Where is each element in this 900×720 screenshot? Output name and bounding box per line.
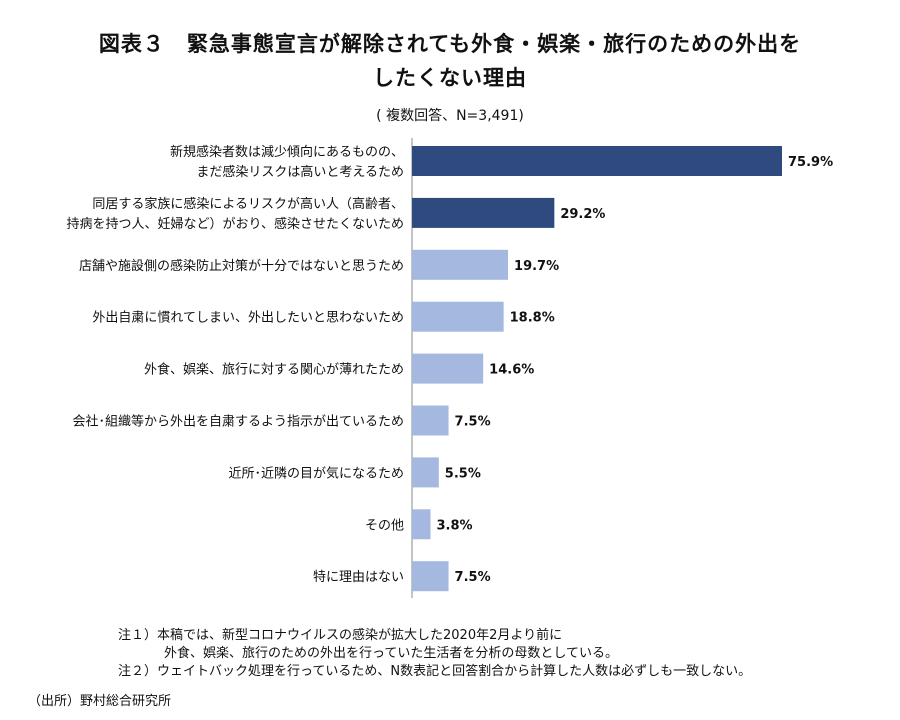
bar [412, 197, 555, 228]
bar [412, 249, 509, 280]
bar [412, 146, 782, 176]
note-2: 注２）ウェイトバック処理を行っているため、N数表記と回答割合から計算した人数は必… [118, 664, 752, 679]
category-label: その他 [365, 518, 404, 533]
category-label: 外出自粛に慣れてしまい、外出したいと思わないため [92, 310, 404, 326]
note-1-line1: 注１）本稿では、新型コロナウイルスの感染が拡大した2020年2月より前に [118, 628, 563, 643]
bar [412, 457, 439, 488]
value-label: 19.7% [514, 259, 559, 274]
value-label: 29.2% [560, 207, 605, 222]
bar [412, 405, 449, 436]
category-label: 新規感染者数は減少傾向にあるものの、 [170, 144, 404, 160]
bar [412, 509, 431, 540]
chart-subtitle: ( 複数回答、N=3,491) [376, 108, 524, 124]
value-label: 3.8% [437, 518, 473, 533]
value-label: 14.6% [489, 363, 534, 378]
category-label: 持病を持つ人、妊婦など）がおり、感染させたくないため [67, 216, 404, 232]
category-label: 外食、娯楽、旅行に対する関心が薄れたため [144, 362, 404, 378]
bar-chart: 75.9% 新規感染者数は減少傾向にあるものの、まだ感染リスクは高いと考えるため 2… [67, 138, 833, 598]
chart-title-line1: 図表３ 緊急事態宣言が解除されても外食・娯楽・旅行のための外出を [98, 32, 802, 56]
bar [412, 301, 504, 332]
category-label: 会社･組織等から外出を自粛するよう指示が出ているため [72, 414, 404, 430]
source: （出所）野村総合研究所 [28, 694, 172, 709]
value-label: 5.5% [445, 466, 481, 481]
category-label: 特に理由はない [313, 570, 404, 585]
value-label: 7.5% [455, 570, 491, 585]
category-label: 店舗や施設側の感染防止対策が十分ではないと思うため [79, 258, 404, 274]
bar [412, 353, 484, 384]
category-label: まだ感染リスクは高いと考えるため [196, 164, 404, 180]
category-label: 近所･近隣の目が気になるため [228, 465, 404, 481]
value-label: 7.5% [455, 415, 491, 430]
value-label: 18.8% [510, 311, 555, 326]
bar [412, 561, 449, 592]
value-label: 75.9% [788, 155, 833, 170]
note-1-line2: 外食、娯楽、旅行のための外出を行っていた生活者を分析の母数としている。 [164, 646, 618, 661]
category-label: 同居する家族に感染によるリスクが高い人（高齢者、 [92, 196, 404, 212]
chart-title-line2: したくない理由 [373, 66, 527, 90]
